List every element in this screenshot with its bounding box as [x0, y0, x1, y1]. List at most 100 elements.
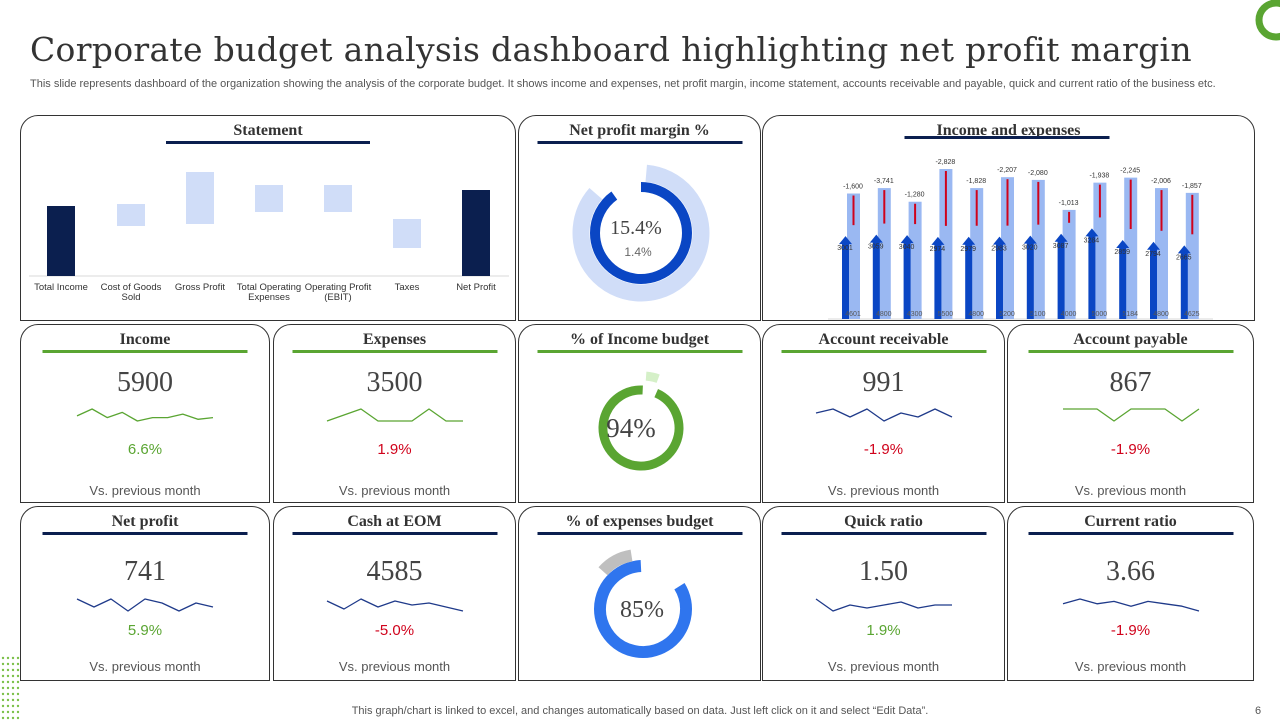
sparkline: [815, 598, 952, 612]
dot: [6, 680, 10, 684]
dot: [16, 674, 20, 678]
kpi-value: 5900: [117, 367, 173, 398]
statement-chart[interactable]: Total Income Cost of Goods Sold Gross Profi…: [21, 116, 517, 316]
sparkline: [1062, 598, 1199, 612]
income-arrow-head: [993, 236, 1006, 245]
total-bar[interactable]: [1185, 192, 1199, 319]
total-label: 5000: [1092, 311, 1108, 318]
x-tick-label: Total Income: [34, 282, 88, 293]
total-label: 4000: [1061, 311, 1077, 318]
x-tick-label: Taxes: [395, 282, 420, 293]
sparkline-path: [326, 598, 463, 612]
income-arrow-head: [1147, 241, 1160, 250]
statement-bar[interactable]: [255, 185, 283, 212]
dot: [16, 692, 20, 696]
income-arrow[interactable]: [903, 242, 911, 319]
quick-ratio-card: Quick ratio 1.50 1.9% Vs. previous month: [762, 506, 1005, 681]
income-expenses-chart[interactable]: -1,600 3001 4601 -3,741 3059 4800 -1,280 3040 43…: [763, 116, 1256, 322]
income-arrow-head: [1085, 228, 1099, 237]
comparison-label: Vs. previous month: [89, 659, 201, 674]
title-underline: [904, 136, 1109, 139]
income-arrow[interactable]: [965, 243, 973, 319]
comparison-label: Vs. previous month: [827, 483, 940, 498]
title-underline: [1028, 532, 1233, 535]
statement-bar[interactable]: [117, 204, 145, 226]
account-receivable-card: Account receivable 991 -1.9% Vs. previou…: [762, 324, 1005, 503]
statement-bar[interactable]: [47, 206, 75, 276]
dot: [1, 674, 5, 678]
total-bar[interactable]: [1001, 177, 1014, 319]
income-budget-ring: [598, 385, 684, 471]
statement-bar[interactable]: [186, 172, 214, 224]
total-bar[interactable]: [1124, 177, 1138, 319]
sparkline-path: [326, 408, 463, 422]
statement-card: Statement Total Income Cost of Goods Sold G…: [20, 115, 516, 321]
total-label: 4601: [845, 311, 861, 318]
income-label: 3040: [899, 244, 915, 251]
kpi-value: 867: [1109, 367, 1152, 398]
dot: [1, 710, 5, 714]
income-arrow-head: [869, 234, 883, 243]
total-bar[interactable]: [1062, 209, 1076, 319]
npm-inner-ring: [590, 182, 692, 284]
total-bar[interactable]: [1031, 179, 1045, 319]
comparison-label: Vs. previous month: [338, 483, 451, 498]
sparkline: [76, 598, 214, 612]
income-arrow[interactable]: [1088, 235, 1096, 319]
total-label: 4800: [876, 311, 892, 318]
total-bar[interactable]: [847, 193, 860, 319]
income-label: 3284: [1084, 237, 1100, 244]
income-arrow[interactable]: [842, 243, 849, 319]
total-label: 4625: [1184, 311, 1200, 318]
dot: [1, 680, 5, 684]
income-arrow[interactable]: [1150, 248, 1157, 319]
income-arrow[interactable]: [1119, 247, 1127, 319]
income-arrow[interactable]: [1180, 252, 1188, 319]
expense-label: -2,828: [935, 159, 955, 166]
x-tick-label: Cost of Goods Sold: [101, 282, 162, 303]
comparison-label: Vs. previous month: [338, 659, 451, 674]
income-arrow[interactable]: [1057, 240, 1065, 319]
card-title: Account receivable: [818, 331, 949, 348]
dot: [1, 716, 5, 720]
total-bar[interactable]: [877, 188, 891, 319]
change-percent: -1.9%: [1110, 622, 1151, 639]
income-label: 3020: [1022, 245, 1038, 252]
income-label: 3059: [868, 244, 884, 251]
total-bar[interactable]: [970, 188, 984, 319]
expenses-budget-ring: [594, 560, 692, 658]
kpi-value: 991: [862, 367, 905, 398]
total-bar[interactable]: [908, 201, 922, 319]
income-label: 3087: [1053, 243, 1069, 250]
sparkline-path: [76, 408, 214, 422]
income-arrow[interactable]: [996, 243, 1003, 319]
income-arrow[interactable]: [1026, 242, 1034, 319]
total-bar[interactable]: [1093, 182, 1107, 319]
sparkline-path: [1062, 408, 1199, 422]
comparison-label: Vs. previous month: [827, 659, 940, 674]
income-arrow[interactable]: [872, 241, 880, 319]
total-bar[interactable]: [1155, 188, 1168, 319]
expense-label: -1,280: [905, 192, 925, 199]
income-arrow[interactable]: [934, 243, 942, 319]
total-bar[interactable]: [939, 169, 953, 319]
income-budget-donut: 94%: [594, 371, 692, 471]
statement-bar[interactable]: [324, 185, 352, 212]
dot: [16, 680, 20, 684]
title-underline: [1028, 350, 1233, 353]
dot: [6, 692, 10, 696]
kpi-value: 3500: [366, 367, 423, 398]
dot: [11, 662, 15, 666]
x-tick-label: Operating Profit (EBIT): [305, 282, 372, 303]
dot: [16, 686, 20, 690]
statement-bar[interactable]: [393, 219, 421, 248]
dot: [6, 710, 10, 714]
card-title: Quick ratio: [844, 513, 923, 530]
title-underline: [292, 532, 497, 535]
statement-bar[interactable]: [462, 190, 490, 276]
sparkline-path: [1062, 598, 1199, 612]
page-number: 6: [1255, 705, 1262, 717]
income-arrow-head: [1023, 235, 1037, 244]
income-label: 2983: [991, 246, 1007, 253]
expense-label: -3,741: [874, 178, 894, 185]
